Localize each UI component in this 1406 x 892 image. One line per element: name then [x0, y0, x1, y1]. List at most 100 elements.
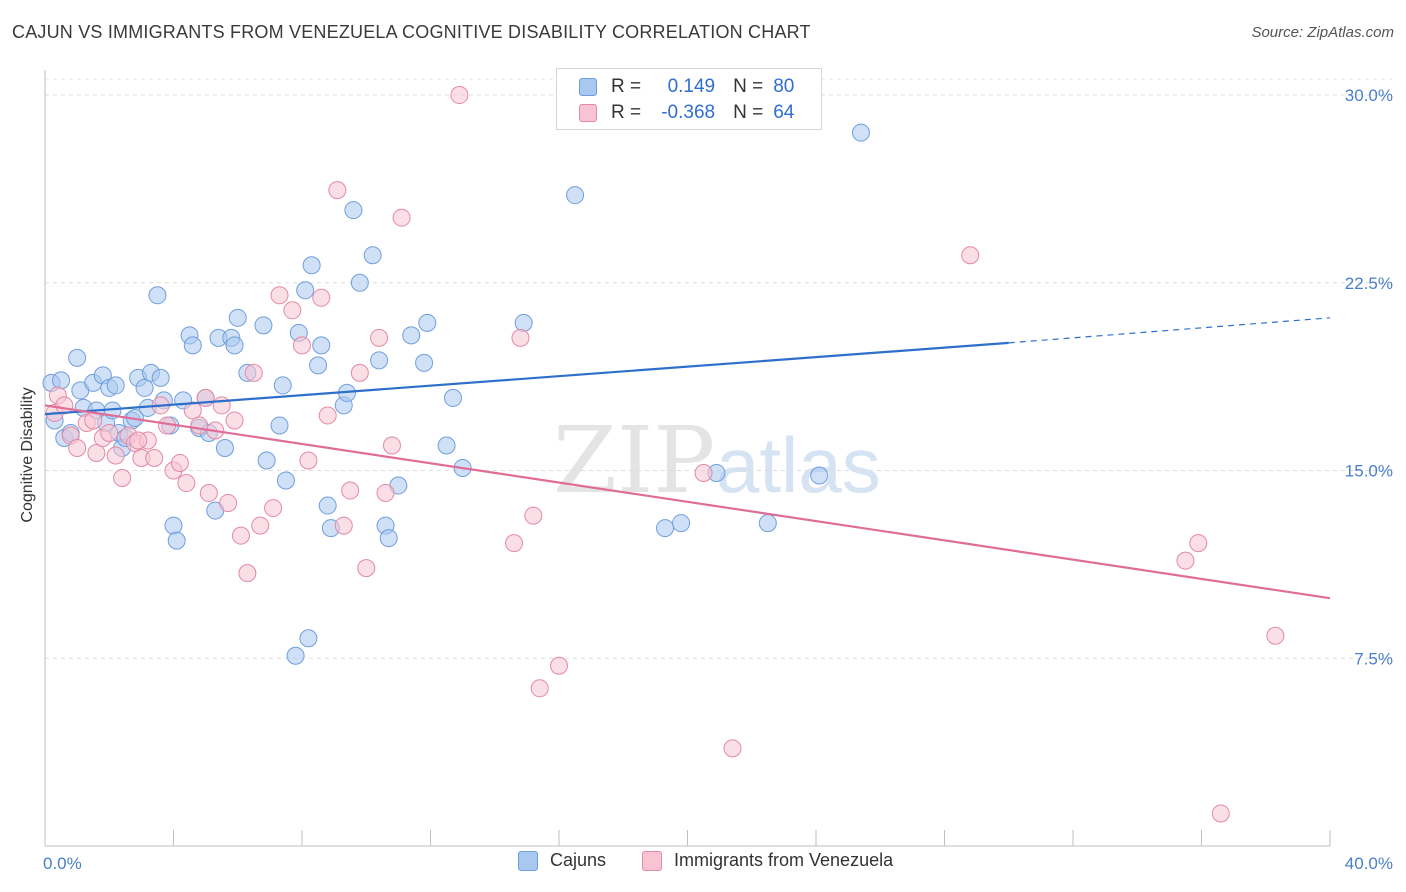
data-point	[370, 351, 389, 370]
data-point	[312, 336, 331, 355]
data-point	[270, 416, 289, 435]
data-point	[293, 336, 311, 355]
watermark: ZIP atlas	[553, 407, 881, 514]
data-point	[402, 326, 421, 345]
data-point	[961, 246, 980, 265]
legend-swatch-cajuns	[579, 78, 597, 96]
r-value: 0.149	[667, 76, 716, 97]
data-point	[344, 201, 363, 220]
axes	[44, 70, 1331, 847]
legend-swatch-venezuela	[642, 850, 662, 871]
data-point	[370, 328, 389, 347]
y-tick-labels: 7.5% 15.0% 22.5% 30.0%	[1345, 86, 1393, 668]
data-point	[450, 86, 469, 105]
data-point	[196, 388, 215, 407]
data-point	[87, 443, 106, 462]
data-point	[106, 446, 125, 465]
data-point	[164, 516, 183, 535]
data-point	[228, 308, 247, 327]
series-venezuela	[45, 86, 1285, 823]
series-cajuns	[42, 123, 870, 665]
legend-label-venezuela: Immigrants from Venezuela	[674, 850, 894, 870]
data-point	[52, 371, 71, 390]
data-point	[225, 336, 244, 355]
data-point	[170, 454, 189, 473]
data-point	[341, 481, 360, 500]
r-label: R =	[611, 76, 642, 97]
data-point	[328, 181, 347, 200]
data-point	[177, 474, 196, 493]
n-label: N =	[733, 76, 764, 97]
data-point	[1266, 626, 1285, 645]
trend-lines	[44, 317, 1331, 600]
data-point	[511, 328, 530, 347]
legend-item-venezuela[interactable]: Immigrants from Venezuela	[642, 850, 893, 871]
y-tick-label: 15.0%	[1345, 462, 1393, 481]
correlation-legend: R = 0.149 N = 80 R = -0.368 N = 64	[556, 68, 822, 130]
data-point	[183, 401, 202, 420]
data-point	[302, 256, 321, 275]
data-point	[350, 363, 369, 382]
data-point	[418, 313, 437, 332]
watermark-atlas: atlas	[716, 421, 881, 509]
r-value: -0.368	[661, 102, 716, 123]
data-point	[151, 368, 170, 387]
data-point	[851, 123, 870, 142]
n-value: 64	[773, 102, 795, 123]
y-tick-label: 22.5%	[1345, 274, 1393, 293]
data-point	[68, 438, 87, 457]
data-point	[129, 431, 148, 450]
data-point	[350, 273, 369, 292]
data-point	[113, 469, 132, 488]
data-point	[550, 656, 568, 675]
trend-line-cajuns	[44, 341, 1009, 416]
data-point	[244, 363, 263, 382]
series-legend: Cajuns Immigrants from Venezuela	[0, 850, 1406, 878]
data-point	[694, 464, 713, 483]
legend-swatch-venezuela	[579, 104, 597, 122]
data-point	[299, 451, 318, 470]
data-point	[148, 286, 167, 305]
data-point	[376, 484, 395, 503]
data-point	[530, 679, 549, 698]
data-point	[145, 449, 164, 467]
data-point	[1176, 551, 1195, 570]
data-point	[566, 186, 585, 205]
data-point	[270, 286, 289, 305]
trend-extension-cajuns	[1008, 317, 1331, 344]
data-point	[392, 208, 411, 227]
x-tick-labels: 0.0% 40.0%	[43, 854, 1393, 873]
data-point	[100, 423, 119, 442]
trend-line-venezuela	[44, 404, 1331, 600]
y-tick-label: 7.5%	[1354, 649, 1393, 668]
legend-item-cajuns[interactable]: Cajuns	[518, 850, 606, 871]
data-point	[276, 471, 295, 490]
data-point	[286, 646, 305, 665]
data-point	[219, 494, 238, 513]
data-point	[415, 353, 434, 372]
data-point	[273, 376, 292, 395]
data-point	[199, 484, 218, 503]
data-point	[810, 466, 829, 485]
data-point	[672, 514, 691, 533]
data-point	[231, 526, 250, 545]
y-tick-label: 30.0%	[1345, 86, 1393, 105]
data-point	[106, 376, 125, 395]
n-value: 80	[773, 76, 795, 97]
data-point	[1189, 534, 1208, 553]
data-point	[357, 559, 376, 578]
data-point	[135, 378, 154, 397]
data-point	[505, 534, 524, 553]
n-label: N =	[733, 102, 764, 123]
legend-swatch-cajuns	[518, 850, 538, 871]
data-point	[1211, 804, 1230, 823]
data-point	[215, 438, 234, 457]
data-point	[318, 406, 337, 425]
data-point	[524, 506, 543, 525]
data-point	[382, 436, 401, 455]
data-point	[299, 629, 318, 648]
legend-label-cajuns: Cajuns	[550, 850, 607, 870]
r-label: R =	[611, 102, 642, 123]
data-point	[264, 499, 283, 518]
